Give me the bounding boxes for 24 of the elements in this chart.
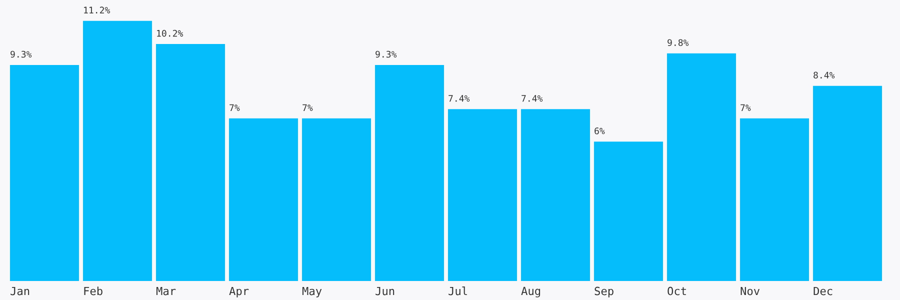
x-tick-label: Nov [740, 286, 760, 296]
data-label: 11.2% [84, 6, 110, 14]
x-tick-label: Jul [448, 286, 467, 296]
x-tick-label: Sep [594, 286, 614, 298]
x-tick-label: Dec [814, 286, 832, 296]
x-tick-label: Oct [668, 286, 686, 296]
data-label: 7% [740, 104, 751, 111]
x-tick-label: Mar [156, 286, 176, 296]
data-label: 7% [230, 104, 240, 111]
data-label: 7.4% [448, 95, 470, 102]
data-label: 9.3% [10, 50, 32, 58]
x-tick-label: Aug [521, 286, 540, 298]
x-tick-label: Apr [229, 286, 249, 298]
data-label: 7% [302, 104, 313, 111]
data-label: 9.3% [376, 50, 397, 58]
x-tick-label: Feb [84, 286, 102, 296]
data-label: 10.2% [157, 30, 184, 37]
data-label: 7.4% [522, 95, 543, 102]
data-label: 8.4% [814, 72, 835, 79]
data-label: 9.8% [668, 39, 689, 46]
x-tick-label: May [302, 286, 322, 298]
data-label: 6% [594, 127, 605, 134]
x-tick-label: Jun [376, 286, 394, 296]
x-tick-label: Jan [10, 286, 30, 296]
